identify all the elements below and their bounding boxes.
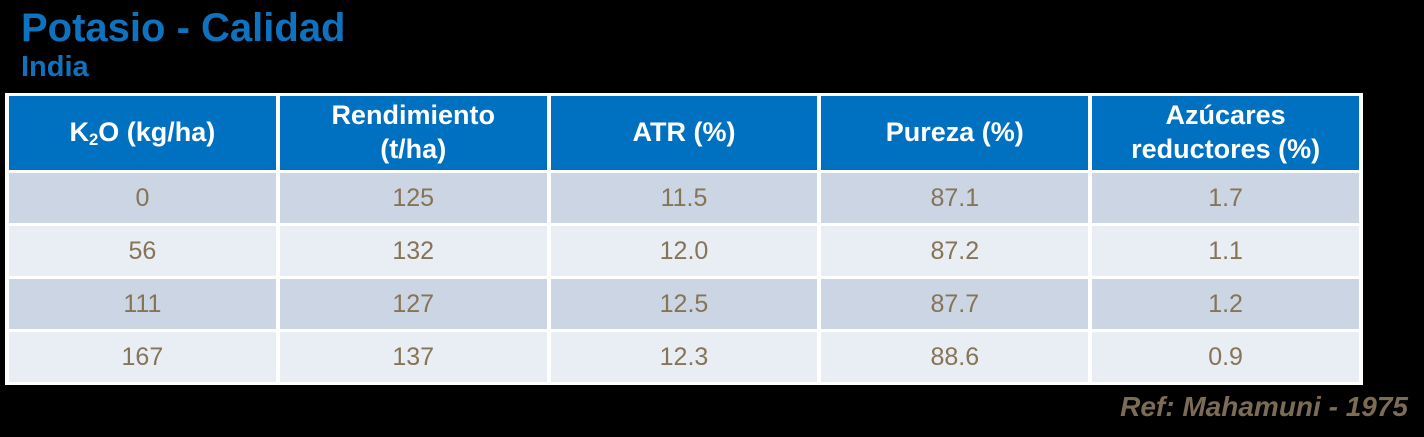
cell-pureza: 87.1	[821, 173, 1089, 223]
cell-azucares: 1.2	[1092, 279, 1359, 329]
k2o-post: O (kg/ha)	[98, 117, 216, 148]
cell-atr: 12.3	[550, 332, 818, 382]
cell-atr: 12.5	[550, 279, 818, 329]
data-table-container: K2O (kg/ha) Rendimiento (t/ha) ATR (%) P…	[5, 93, 1363, 385]
table-row: 56 132 12.0 87.2 1.1	[9, 226, 1359, 276]
cell-k2o: 167	[9, 332, 276, 382]
k2o-pre: K	[69, 117, 89, 148]
page-title: Potasio - Calidad	[21, 6, 346, 50]
k2o-subscript: 2	[88, 130, 99, 150]
cell-pureza: 88.6	[821, 332, 1089, 382]
data-table: K2O (kg/ha) Rendimiento (t/ha) ATR (%) P…	[5, 93, 1363, 385]
col-header-k2o: K2O (kg/ha)	[9, 96, 276, 170]
cell-k2o: 111	[9, 279, 276, 329]
title-block: Potasio - Calidad India	[21, 6, 346, 84]
cell-atr: 12.0	[550, 226, 818, 276]
table-row: 0 125 11.5 87.1 1.7	[9, 173, 1359, 223]
cell-k2o: 56	[9, 226, 276, 276]
col-header-pureza: Pureza (%)	[821, 96, 1089, 170]
cell-k2o: 0	[9, 173, 276, 223]
table-row: 111 127 12.5 87.7 1.2	[9, 279, 1359, 329]
table-row: 167 137 12.3 88.6 0.9	[9, 332, 1359, 382]
col-header-atr: ATR (%)	[550, 96, 818, 170]
cell-pureza: 87.2	[821, 226, 1089, 276]
cell-rendimiento: 137	[279, 332, 547, 382]
header-row: K2O (kg/ha) Rendimiento (t/ha) ATR (%) P…	[9, 96, 1359, 170]
col-header-rendimiento: Rendimiento (t/ha)	[279, 96, 547, 170]
cell-atr: 11.5	[550, 173, 818, 223]
page-subtitle: India	[21, 51, 89, 83]
cell-azucares: 1.1	[1092, 226, 1359, 276]
cell-azucares: 0.9	[1092, 332, 1359, 382]
cell-azucares: 1.7	[1092, 173, 1359, 223]
cell-rendimiento: 125	[279, 173, 547, 223]
reference-text: Ref: Mahamuni - 1975	[1120, 391, 1408, 422]
col-header-azucares: Azúcares reductores (%)	[1092, 96, 1359, 170]
cell-pureza: 87.7	[821, 279, 1089, 329]
cell-rendimiento: 127	[279, 279, 547, 329]
cell-rendimiento: 132	[279, 226, 547, 276]
